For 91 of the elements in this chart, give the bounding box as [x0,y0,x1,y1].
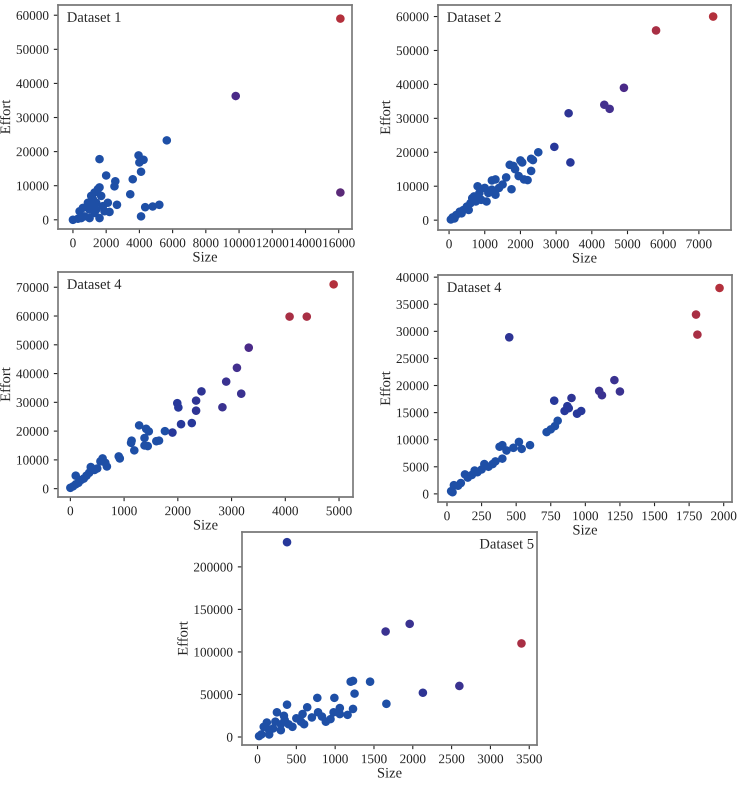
x-tick-label: 0 [446,239,452,248]
x-tick-label: 750 [542,511,560,520]
y-tick-label: 15000 [397,408,428,418]
x-tick-label: 0 [68,506,74,516]
x-axis-title: Size [378,768,402,778]
x-tick-label: 2000 [508,239,534,248]
x-tick-label: 12000 [256,238,288,248]
x-tick-label: 7000 [686,239,712,248]
x-tick-label: 2500 [438,754,464,764]
x-tick-label: 4000 [126,238,152,248]
y-tick-label: 20000 [16,147,48,156]
y-tick-label: 20000 [396,148,428,157]
x-tick-label: 2000 [711,511,736,520]
y-tick-label: 10000 [17,456,48,465]
y-tick-label: 40000 [396,272,428,282]
y-tick-label: 40000 [16,369,48,378]
y-tick-label: 60000 [16,312,48,321]
y-tick-label: 20000 [16,426,48,436]
x-tick-label: 6000 [160,238,186,248]
y-tick-label: 60000 [396,12,428,22]
annotation: Dataset 4 [67,279,122,290]
x-tick-label: 1000 [573,511,598,520]
annotation: Dataset 1 [67,12,121,22]
y-axis-title: Effort [0,100,10,134]
y-tick-label: 150000 [194,605,232,614]
x-tick-label: 0 [444,511,450,520]
y-tick-label: 10000 [397,436,428,444]
y-tick-label: 100000 [194,648,232,657]
y-tick-label: 50000 [16,45,48,54]
x-tick-label: 2000 [165,506,191,516]
x-tick-label: 0 [70,238,76,248]
y-tick-label: 50000 [16,340,48,350]
y-tick-label: 40000 [16,79,48,88]
x-tick-label: 1500 [642,511,668,520]
x-tick-label: 1250 [608,511,633,520]
y-tick-label: 30000 [16,398,48,408]
y-tick-label: 30000 [396,114,428,124]
x-tick-label: 250 [472,511,491,520]
y-tick-label: 35000 [396,300,428,309]
x-tick-label: 10000 [224,238,256,248]
y-tick-label: 30000 [396,327,428,336]
x-tick-label: 14000 [290,238,322,248]
y-tick-label: 20000 [396,381,428,390]
y-tick-label: 25000 [396,354,428,364]
y-tick-label: 5000 [403,462,428,472]
x-tick-label: 2000 [94,238,119,248]
x-tick-label: 6000 [650,239,676,248]
y-tick-label: 50000 [200,690,232,700]
x-axis-title: Size [194,520,218,530]
annotation: Dataset 5 [480,538,534,549]
y-axis-title: Effort [177,621,188,656]
annotation: Dataset 4 [447,282,502,292]
y-tick-label: 0 [42,216,48,224]
x-tick-label: 4000 [578,239,605,248]
y-axis-title: Effort [0,367,10,402]
x-tick-label: 16000 [323,238,355,248]
x-tick-label: 1000 [112,506,137,516]
y-tick-label: 10000 [17,182,48,190]
y-tick-label: 30000 [16,113,48,122]
x-axis-title: Size [573,524,598,535]
x-tick-label: 4000 [272,506,298,516]
y-tick-label: 10000 [397,182,428,191]
y-tick-label: 0 [226,732,232,742]
x-tick-label: 3500 [516,754,542,764]
x-tick-label: 3000 [478,754,504,764]
x-tick-label: 1000 [323,754,348,764]
x-axis-title: Size [193,252,218,262]
x-axis-title: Size [572,252,597,263]
x-tick-label: 0 [254,754,260,764]
annotation: Dataset 2 [447,12,501,22]
y-tick-label: 0 [42,484,48,494]
y-tick-label: 60000 [16,11,48,20]
y-axis-title: Effort [380,371,390,406]
y-tick-label: 40000 [396,80,428,90]
y-tick-label: 200000 [194,562,232,572]
x-tick-label: 1750 [677,511,702,520]
y-tick-label: 70000 [16,283,48,292]
x-tick-label: 5000 [326,506,352,516]
y-tick-label: 0 [422,490,428,499]
y-tick-label: 50000 [396,46,428,56]
x-tick-label: 1000 [472,239,498,248]
x-tick-label: 500 [287,754,306,764]
x-tick-label: 3000 [218,506,244,516]
x-tick-label: 8000 [193,238,219,248]
x-tick-label: 5000 [615,239,640,248]
x-tick-label: 1500 [362,754,387,764]
x-tick-label: 500 [507,511,526,520]
x-tick-label: 2000 [400,754,426,764]
y-tick-label: 0 [422,216,428,225]
x-tick-label: 3000 [544,239,569,248]
y-axis-title: Effort [380,100,390,134]
